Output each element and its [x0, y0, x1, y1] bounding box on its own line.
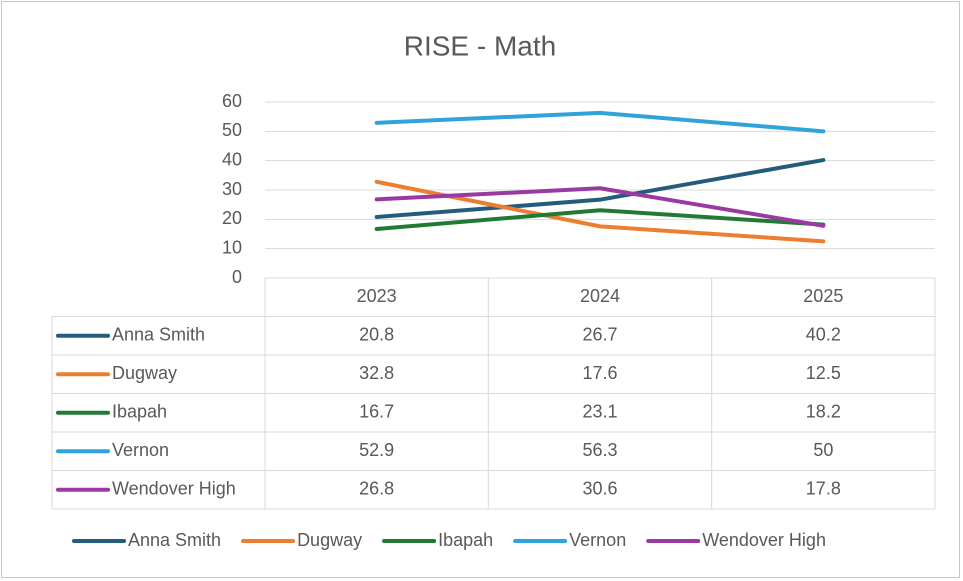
- legend-label: Vernon: [569, 530, 626, 550]
- series-line: [374, 110, 826, 134]
- series-line: [374, 208, 826, 232]
- legend-label: Dugway: [297, 530, 362, 550]
- table-cell: 16.7: [359, 402, 394, 422]
- table-cell: 32.8: [359, 363, 394, 383]
- series-line: [374, 186, 826, 228]
- table-cell: 17.6: [582, 363, 617, 383]
- chart-title: RISE - Math: [404, 30, 556, 61]
- table-cell: 23.1: [582, 402, 617, 422]
- x-tick-label: 2025: [803, 286, 843, 306]
- y-tick-label: 50: [222, 120, 242, 140]
- x-tick-label: 2024: [580, 286, 620, 306]
- table-cell: 40.2: [806, 325, 841, 345]
- y-tick-label: 40: [222, 149, 242, 169]
- table-cell: 52.9: [359, 440, 394, 460]
- table-cell: 18.2: [806, 402, 841, 422]
- legend-label: Wendover High: [702, 530, 826, 550]
- table-cell: 30.6: [582, 479, 617, 499]
- y-tick-label: 60: [222, 91, 242, 111]
- legend-label: Anna Smith: [128, 530, 221, 550]
- table-cell: 20.8: [359, 325, 394, 345]
- table-row-label: Vernon: [112, 440, 169, 460]
- table-row-label: Ibapah: [112, 402, 167, 422]
- y-tick-label: 0: [232, 267, 242, 287]
- table-row-label: Anna Smith: [112, 325, 205, 345]
- table-row-label: Dugway: [112, 363, 177, 383]
- y-tick-label: 20: [222, 208, 242, 228]
- y-tick-label: 10: [222, 237, 242, 257]
- table-cell: 56.3: [582, 440, 617, 460]
- table-cell: 26.7: [582, 325, 617, 345]
- table-row-label: Wendover High: [112, 479, 236, 499]
- series-line: [374, 158, 826, 219]
- y-tick-label: 30: [222, 179, 242, 199]
- table-cell: 17.8: [806, 479, 841, 499]
- legend-label: Ibapah: [438, 530, 493, 550]
- table-cell: 50: [813, 440, 833, 460]
- table-cell: 26.8: [359, 479, 394, 499]
- x-tick-label: 2023: [357, 286, 397, 306]
- table-cell: 12.5: [806, 363, 841, 383]
